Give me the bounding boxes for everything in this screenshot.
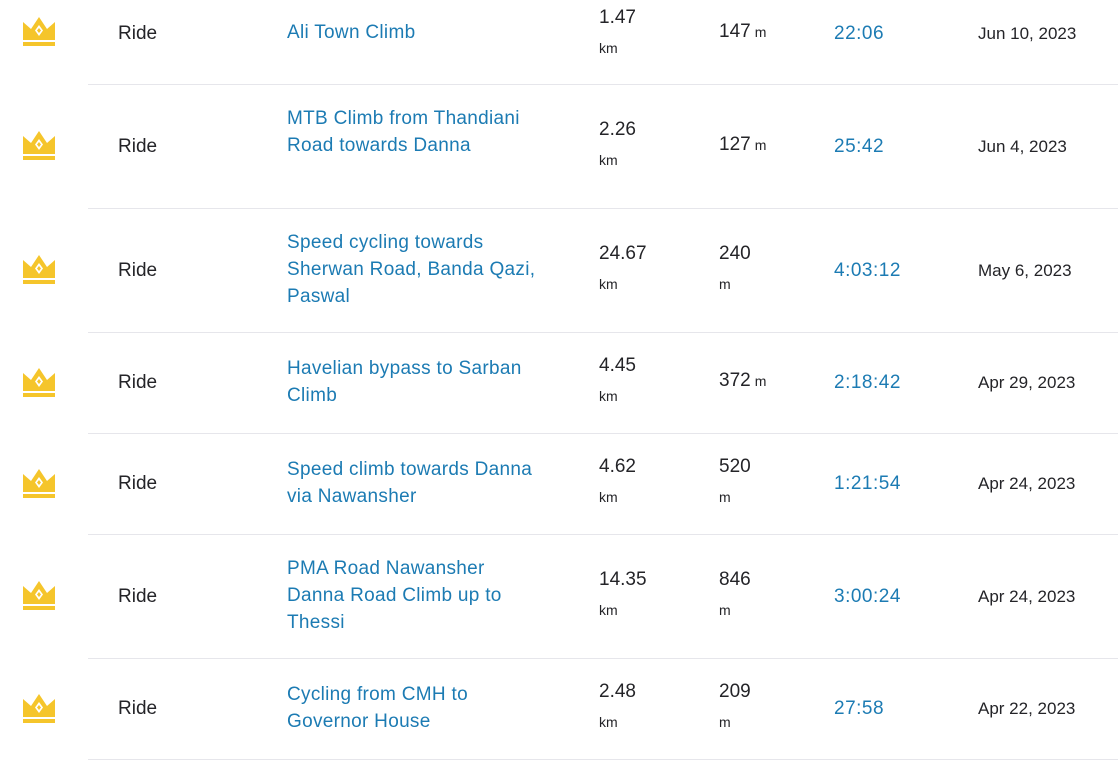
sport-type: Ride (118, 136, 158, 157)
distance-cell: 14.35 km (599, 569, 679, 621)
table-row: Ride Ali Town Climb 1.47 km 147 m 22:06 J… (0, 0, 1118, 85)
elevation-cell: 240 m (719, 243, 809, 295)
elevation-value: 372 (719, 370, 751, 391)
elevation-unit: m (719, 714, 731, 730)
sport-type: Ride (118, 23, 158, 44)
crown-icon (23, 694, 55, 723)
table-row: Ride Speed cycling towards Sherwan Road,… (0, 209, 1118, 333)
elevation-cell: 209 m (719, 681, 809, 733)
elevation-cell: 520 m (719, 456, 809, 508)
elevation-value: 209 (719, 681, 751, 702)
distance-cell: 4.45 km (599, 355, 679, 407)
elevation-unit: m (719, 276, 731, 292)
elevation-unit: m (719, 602, 731, 618)
effort-date: Apr 24, 2023 (978, 587, 1076, 606)
row-divider (88, 208, 1118, 209)
table-row: Ride MTB Climb from Thandiani Road towar… (0, 85, 1118, 209)
elevation-value: 846 (719, 569, 751, 590)
sport-type: Ride (118, 473, 158, 494)
distance-value: 1.47 (599, 7, 636, 28)
effort-time-link[interactable]: 22:06 (834, 23, 885, 44)
row-divider (88, 332, 1118, 333)
distance-unit: km (599, 489, 618, 505)
elevation-cell: 372 m (719, 370, 809, 392)
crown-icon (23, 581, 55, 610)
elevation-unit: m (754, 373, 767, 389)
table-row: Ride PMA Road Nawansher Danna Road Climb… (0, 535, 1118, 659)
effort-date: May 6, 2023 (978, 261, 1072, 280)
distance-cell: 24.67 km (599, 243, 679, 295)
row-divider (88, 433, 1118, 434)
effort-date: Apr 29, 2023 (978, 373, 1076, 392)
distance-unit: km (599, 602, 618, 618)
elevation-cell: 846 m (719, 569, 809, 621)
effort-date: Jun 10, 2023 (978, 24, 1077, 43)
crown-icon (23, 17, 55, 46)
distance-value: 4.62 (599, 456, 636, 477)
elevation-value: 127 (719, 134, 751, 155)
distance-value: 2.48 (599, 681, 636, 702)
effort-date: Jun 4, 2023 (978, 137, 1067, 156)
effort-time-link[interactable]: 3:00:24 (834, 586, 901, 607)
segment-name-link[interactable]: MTB Climb from Thandiani Road towards Da… (287, 108, 520, 156)
distance-value: 4.45 (599, 355, 636, 376)
crown-icon (23, 255, 55, 284)
distance-unit: km (599, 388, 618, 404)
distance-value: 24.67 (599, 243, 647, 264)
elevation-cell: 127 m (719, 134, 809, 156)
elevation-cell: 147 m (719, 21, 809, 43)
distance-cell: 2.26 km (599, 119, 679, 171)
distance-value: 14.35 (599, 569, 647, 590)
distance-unit: km (599, 276, 618, 292)
effort-time-link[interactable]: 25:42 (834, 136, 885, 157)
effort-date: Apr 22, 2023 (978, 699, 1076, 718)
sport-type: Ride (118, 698, 158, 719)
elevation-value: 520 (719, 456, 751, 477)
segment-name-link[interactable]: Speed cycling towards Sherwan Road, Band… (287, 232, 536, 307)
row-divider (88, 534, 1118, 535)
crown-icon (23, 469, 55, 498)
segment-name-link[interactable]: Speed climb towards Danna via Nawansher (287, 459, 533, 507)
sport-type: Ride (118, 586, 158, 607)
table-row: Ride Havelian bypass to Sarban Climb 4.4… (0, 333, 1118, 434)
segment-name-link[interactable]: Ali Town Climb (287, 22, 416, 43)
distance-unit: km (599, 40, 618, 56)
distance-unit: km (599, 714, 618, 730)
sport-type: Ride (118, 372, 158, 393)
elevation-unit: m (719, 489, 731, 505)
effort-date: Apr 24, 2023 (978, 474, 1076, 493)
sport-type: Ride (118, 260, 158, 281)
effort-time-link[interactable]: 4:03:12 (834, 260, 901, 281)
elevation-unit: m (754, 137, 767, 153)
crown-icon (23, 131, 55, 160)
distance-cell: 4.62 km (599, 456, 679, 508)
row-divider (88, 759, 1118, 760)
effort-time-link[interactable]: 27:58 (834, 698, 885, 719)
distance-value: 2.26 (599, 119, 636, 140)
segment-name-link[interactable]: PMA Road Nawansher Danna Road Climb up t… (287, 558, 502, 633)
distance-cell: 1.47 km (599, 7, 679, 59)
row-divider (88, 84, 1118, 85)
distance-unit: km (599, 152, 618, 168)
elevation-value: 147 (719, 21, 751, 42)
elevation-value: 240 (719, 243, 751, 264)
elevation-unit: m (754, 24, 767, 40)
table-row: Ride Speed climb towards Danna via Nawan… (0, 434, 1118, 535)
row-divider (88, 658, 1118, 659)
effort-time-link[interactable]: 2:18:42 (834, 372, 901, 393)
effort-time-link[interactable]: 1:21:54 (834, 473, 901, 494)
table-row: Ride Cycling from CMH to Governor House … (0, 659, 1118, 760)
distance-cell: 2.48 km (599, 681, 679, 733)
segment-name-link[interactable]: Cycling from CMH to Governor House (287, 684, 468, 732)
segment-name-link[interactable]: Havelian bypass to Sarban Climb (287, 358, 522, 406)
crown-icon (23, 368, 55, 397)
